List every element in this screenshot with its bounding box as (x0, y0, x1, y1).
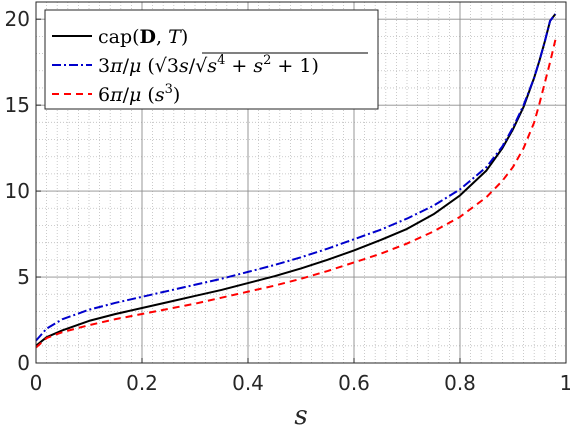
legend: cap(D, T) 3π/μ (√3s/√s4 + s2 + 1) 6π/μ (… (44, 9, 379, 110)
series-line-1 (35, 13, 557, 342)
y-tick-label: 0 (17, 351, 30, 375)
x-tick-label: 0.2 (126, 371, 158, 395)
y-axis-ticks: 0 5 10 15 20 (5, 7, 41, 375)
svg-text:3π/μ (√3s/√s4 + s2 + 1): 3π/μ (√3s/√s4 + s2 + 1) (98, 53, 319, 77)
y-tick-label: 10 (5, 179, 30, 203)
x-tick-label: 0.4 (232, 371, 264, 395)
legend-box (44, 9, 379, 110)
x-axis-ticks: 0 0.2 0.4 0.6 0.8 1 (30, 358, 570, 395)
plot-frame (35, 1, 567, 364)
y-tick-label: 20 (5, 7, 30, 31)
x-tick-label: 1 (560, 371, 570, 395)
svg-text:cap(D, T): cap(D, T) (98, 26, 188, 48)
legend-entry-sqrt3: 3π/μ (√3s/√s4 + s2 + 1) (98, 52, 368, 77)
x-tick-label: 0.8 (444, 371, 476, 395)
x-tick-label: 0 (30, 371, 43, 395)
x-axis-label: s (294, 401, 307, 429)
y-tick-label: 15 (5, 93, 30, 117)
series-layer (35, 13, 557, 349)
y-tick-label: 5 (17, 265, 30, 289)
legend-entry-cap: cap(D, T) (98, 26, 188, 48)
x-tick-label: 0.6 (338, 371, 370, 395)
